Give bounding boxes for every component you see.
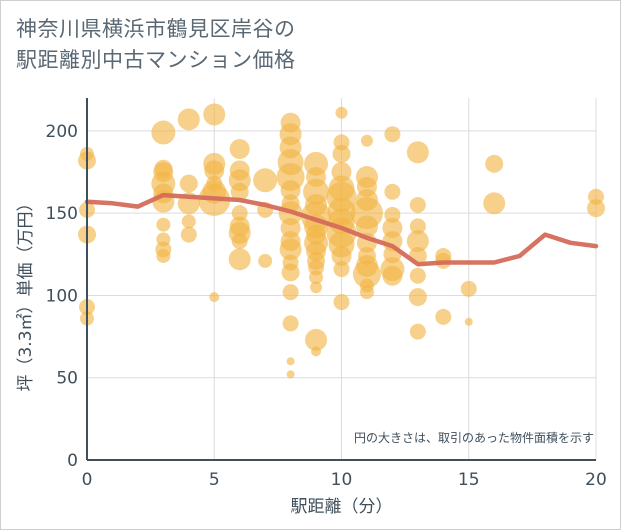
x-tick-label: 20	[585, 470, 607, 490]
y-tick-label: 100	[46, 286, 78, 306]
data-bubble	[485, 154, 504, 173]
axes-layer	[86, 98, 596, 461]
data-bubble	[177, 108, 200, 131]
data-bubble	[382, 265, 403, 286]
data-bubble	[308, 259, 325, 276]
data-bubble	[355, 215, 378, 238]
data-bubble	[179, 174, 198, 193]
data-bubble	[331, 245, 352, 266]
data-bubble	[409, 196, 426, 213]
trend-line-layer	[84, 192, 599, 267]
data-bubble	[408, 288, 427, 307]
x-axis-label: 駅距離（分）	[291, 497, 393, 517]
trend-line	[84, 192, 599, 267]
data-bubble	[384, 126, 401, 143]
data-bubble	[279, 238, 302, 261]
data-bubble	[281, 263, 300, 282]
data-bubble	[309, 270, 324, 285]
data-bubble	[409, 267, 426, 284]
data-bubble	[333, 294, 350, 311]
chart-title-line2: 駅距離別中古マンション価格	[16, 48, 296, 72]
chart-title-line1: 神奈川県横浜市鶴見区岸谷の	[16, 17, 296, 41]
data-bubble	[310, 281, 323, 294]
data-bubble	[286, 357, 295, 366]
data-bubble	[253, 168, 278, 193]
data-bubble	[409, 323, 426, 340]
data-bubble	[464, 317, 473, 326]
data-bubble	[332, 144, 351, 163]
data-bubble	[311, 346, 322, 357]
y-tick-label: 50	[56, 369, 78, 389]
x-tick-label: 15	[458, 470, 480, 490]
data-bubble	[435, 308, 452, 325]
x-tick-label: 10	[331, 470, 353, 490]
data-bubble	[384, 183, 401, 200]
data-bubble	[204, 160, 225, 181]
data-bubble	[229, 139, 250, 160]
y-axis-label: 坪（3.3㎡）単価（万円）	[16, 194, 36, 391]
data-bubble	[587, 199, 605, 218]
y-tick-label: 150	[46, 204, 78, 224]
bubble-layer	[78, 103, 605, 379]
x-tick-label: 5	[209, 470, 220, 490]
data-bubble	[286, 370, 295, 379]
data-bubble	[406, 141, 429, 164]
data-bubble	[180, 226, 197, 243]
data-bubble	[282, 315, 299, 332]
data-bubble	[156, 217, 171, 232]
data-bubble	[151, 120, 176, 145]
data-bubble	[258, 253, 273, 268]
data-bubble	[209, 292, 220, 303]
data-bubble	[203, 103, 226, 126]
data-bubble	[230, 182, 249, 201]
x-tick-label: 0	[82, 470, 93, 490]
chart-title: 神奈川県横浜市鶴見区岸谷の 駅距離別中古マンション価格	[16, 14, 296, 76]
data-bubble	[409, 218, 426, 235]
data-bubble	[181, 214, 196, 229]
data-bubble	[156, 248, 171, 263]
data-bubble	[282, 284, 299, 301]
data-bubble	[333, 261, 350, 278]
y-tick-label: 0	[67, 451, 78, 471]
data-bubble	[360, 134, 373, 147]
data-bubble	[231, 233, 248, 250]
data-bubble	[335, 106, 348, 119]
data-bubble	[460, 280, 477, 297]
size-note: 円の大きさは、取引のあった物件面積を示す	[354, 430, 594, 445]
data-bubble	[280, 180, 301, 201]
data-bubble	[483, 192, 506, 215]
data-bubble	[406, 230, 429, 253]
data-bubble	[352, 260, 381, 289]
y-tick-label: 200	[46, 122, 78, 142]
tick-labels: 0 50 100 150 200 0 5 10 15 20	[46, 122, 607, 490]
data-bubble	[359, 285, 374, 300]
data-bubble	[228, 248, 251, 271]
data-bubble	[305, 328, 328, 351]
